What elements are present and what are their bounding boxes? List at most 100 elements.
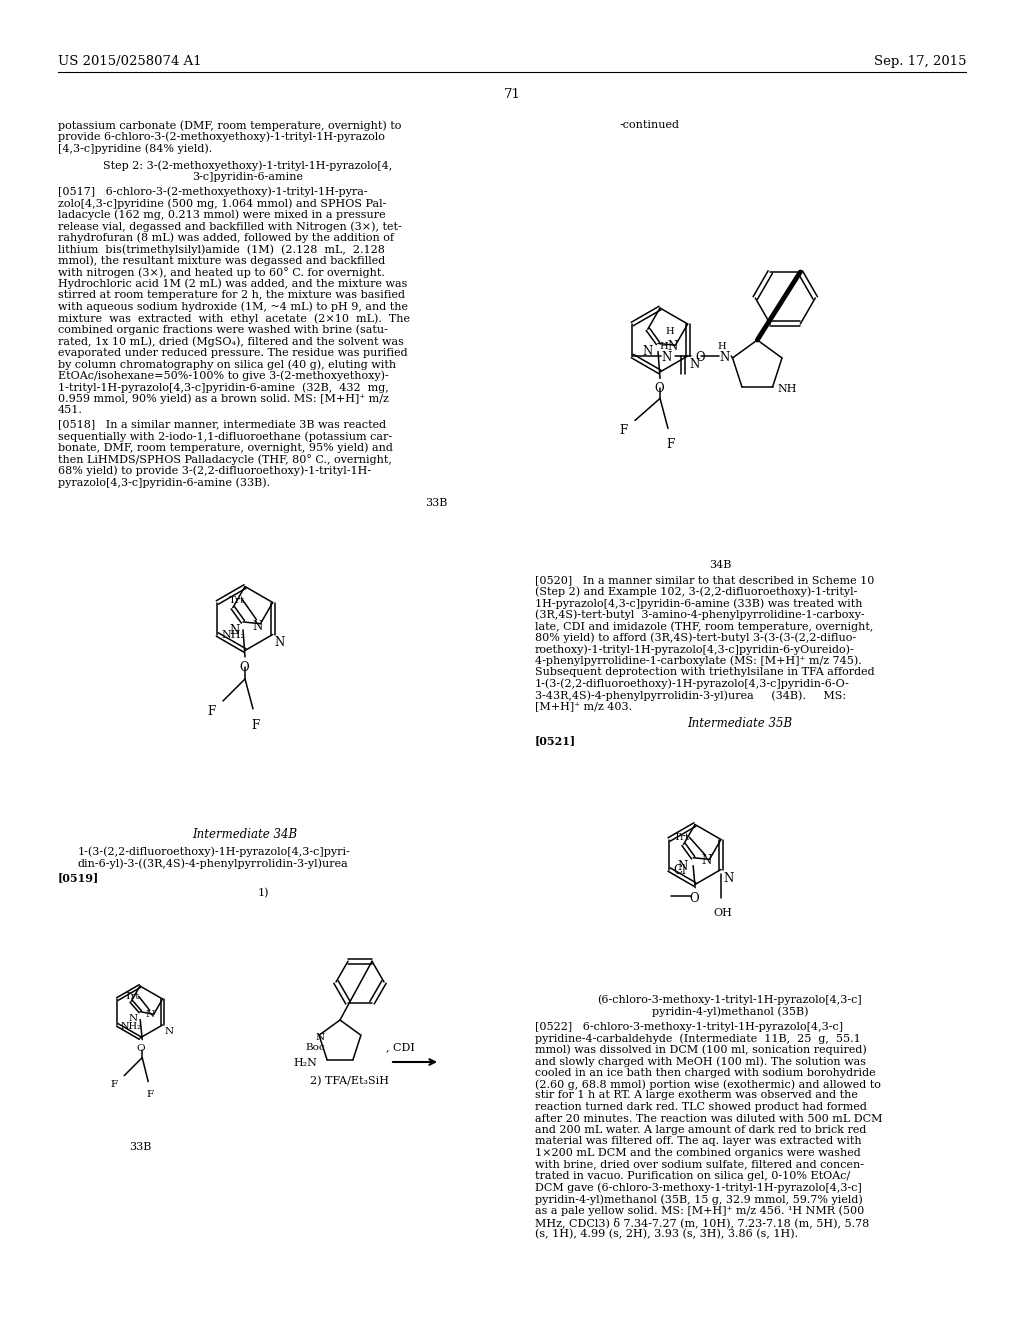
Text: Trt: Trt: [125, 993, 140, 1002]
Text: N: N: [128, 1014, 137, 1023]
Text: 1-(3-(2,2-difluoroethoxy)-1H-pyrazolo[4,3-c]pyri-: 1-(3-(2,2-difluoroethoxy)-1H-pyrazolo[4,…: [78, 846, 351, 857]
Text: F: F: [207, 705, 215, 718]
Text: stirred at room temperature for 2 h, the mixture was basified: stirred at room temperature for 2 h, the…: [58, 290, 406, 300]
Text: O: O: [239, 661, 249, 675]
Text: provide 6-chloro-3-(2-methoxyethoxy)-1-trityl-1H-pyrazolo: provide 6-chloro-3-(2-methoxyethoxy)-1-t…: [58, 132, 385, 143]
Text: with brine, dried over sodium sulfate, filtered and concen-: with brine, dried over sodium sulfate, f…: [535, 1159, 864, 1170]
Text: trated in vacuo. Purification on silica gel, 0-10% EtOAc/: trated in vacuo. Purification on silica …: [535, 1171, 850, 1181]
Text: -continued: -continued: [620, 120, 680, 129]
Text: (3R,4S)-tert-butyl  3-amino-4-phenylpyrrolidine-1-carboxy-: (3R,4S)-tert-butyl 3-amino-4-phenylpyrro…: [535, 610, 864, 620]
Text: N: N: [662, 351, 672, 364]
Text: by column chromatography on silica gel (40 g), eluting with: by column chromatography on silica gel (…: [58, 359, 396, 370]
Text: 0.959 mmol, 90% yield) as a brown solid. MS: [M+H]⁺ m/z: 0.959 mmol, 90% yield) as a brown solid.…: [58, 393, 389, 404]
Text: O: O: [654, 383, 664, 396]
Text: 3-43R,4S)-4-phenylpyrrolidin-3-yl)urea     (34B).     MS:: 3-43R,4S)-4-phenylpyrrolidin-3-yl)urea (…: [535, 690, 846, 701]
Text: EtOAc/isohexane=50%-100% to give 3-(2-methoxyethoxy)-: EtOAc/isohexane=50%-100% to give 3-(2-me…: [58, 371, 389, 381]
Text: MHz, CDCl3) δ 7.34-7.27 (m, 10H), 7.23-7.18 (m, 5H), 5.78: MHz, CDCl3) δ 7.34-7.27 (m, 10H), 7.23-7…: [535, 1217, 869, 1228]
Text: (2.60 g, 68.8 mmol) portion wise (exothermic) and allowed to: (2.60 g, 68.8 mmol) portion wise (exothe…: [535, 1078, 881, 1089]
Text: material was filtered off. The aq. layer was extracted with: material was filtered off. The aq. layer…: [535, 1137, 861, 1147]
Text: release vial, degassed and backfilled with Nitrogen (3×), tet-: release vial, degassed and backfilled wi…: [58, 220, 401, 231]
Text: potassium carbonate (DMF, room temperature, overnight) to: potassium carbonate (DMF, room temperatu…: [58, 120, 401, 131]
Text: 34B: 34B: [709, 560, 731, 570]
Text: with nitrogen (3×), and heated up to 60° C. for overnight.: with nitrogen (3×), and heated up to 60°…: [58, 267, 385, 279]
Text: pyridin-4-yl)methanol (35B, 15 g, 32.9 mmol, 59.7% yield): pyridin-4-yl)methanol (35B, 15 g, 32.9 m…: [535, 1195, 863, 1205]
Text: mixture  was  extracted  with  ethyl  acetate  (2×10  mL).  The: mixture was extracted with ethyl acetate…: [58, 313, 410, 323]
Text: DCM gave (6-chloro-3-methoxy-1-trityl-1H-pyrazolo[4,3-c]: DCM gave (6-chloro-3-methoxy-1-trityl-1H…: [535, 1183, 862, 1193]
Text: ladacycle (162 mg, 0.213 mmol) were mixed in a pressure: ladacycle (162 mg, 0.213 mmol) were mixe…: [58, 210, 386, 220]
Text: [0520]   In a manner similar to that described in Scheme 10: [0520] In a manner similar to that descr…: [535, 576, 874, 585]
Text: (6-chloro-3-methoxy-1-trityl-1H-pyrazolo[4,3-c]: (6-chloro-3-methoxy-1-trityl-1H-pyrazolo…: [598, 994, 862, 1005]
Text: as a pale yellow solid. MS: [M+H]⁺ m/z 456. ¹H NMR (500: as a pale yellow solid. MS: [M+H]⁺ m/z 4…: [535, 1205, 864, 1216]
Text: 33B: 33B: [425, 499, 447, 508]
Text: N: N: [723, 871, 733, 884]
Text: Trt: Trt: [228, 595, 245, 605]
Text: NH₂: NH₂: [221, 631, 245, 640]
Text: 80% yield) to afford (3R,4S)-tert-butyl 3-(3-(3-(2,2-difluo-: 80% yield) to afford (3R,4S)-tert-butyl …: [535, 632, 856, 643]
Text: mmol), the resultant mixture was degassed and backfilled: mmol), the resultant mixture was degasse…: [58, 256, 385, 267]
Text: after 20 minutes. The reaction was diluted with 500 mL DCM: after 20 minutes. The reaction was dilut…: [535, 1114, 883, 1123]
Text: 1): 1): [258, 888, 269, 899]
Text: NH₂: NH₂: [121, 1022, 141, 1031]
Text: and 200 mL water. A large amount of dark red to brick red: and 200 mL water. A large amount of dark…: [535, 1125, 866, 1135]
Text: 33B: 33B: [129, 1142, 152, 1152]
Text: (s, 1H), 4.99 (s, 2H), 3.93 (s, 3H), 3.86 (s, 1H).: (s, 1H), 4.99 (s, 2H), 3.93 (s, 3H), 3.8…: [535, 1229, 798, 1239]
Text: O: O: [695, 351, 705, 364]
Text: late, CDI and imidazole (THF, room temperature, overnight,: late, CDI and imidazole (THF, room tempe…: [535, 620, 873, 631]
Text: H: H: [666, 327, 674, 337]
Text: pyrazolo[4,3-c]pyridin-6-amine (33B).: pyrazolo[4,3-c]pyridin-6-amine (33B).: [58, 477, 270, 487]
Text: Sep. 17, 2015: Sep. 17, 2015: [873, 55, 966, 69]
Text: 68% yield) to provide 3-(2,2-difluoroethoxy)-1-trityl-1H-: 68% yield) to provide 3-(2,2-difluoroeth…: [58, 466, 371, 477]
Text: Intermediate 34B: Intermediate 34B: [193, 829, 298, 842]
Text: rahydrofuran (8 mL) was added, followed by the addition of: rahydrofuran (8 mL) was added, followed …: [58, 232, 394, 243]
Text: [M+H]⁺ m/z 403.: [M+H]⁺ m/z 403.: [535, 701, 632, 711]
Text: 1×200 mL DCM and the combined organics were washed: 1×200 mL DCM and the combined organics w…: [535, 1148, 861, 1158]
Text: roethoxy)-1-trityl-1H-pyrazolo[4,3-c]pyridin-6-yOureido)-: roethoxy)-1-trityl-1H-pyrazolo[4,3-c]pyr…: [535, 644, 855, 655]
Text: Cl: Cl: [673, 865, 686, 878]
Text: Step 2: 3-(2-methoxyethoxy)-1-trityl-1H-pyrazolo[4,: Step 2: 3-(2-methoxyethoxy)-1-trityl-1H-…: [103, 161, 392, 172]
Text: O: O: [136, 1044, 144, 1052]
Text: cooled in an ice bath then charged with sodium borohydride: cooled in an ice bath then charged with …: [535, 1068, 876, 1077]
Text: rated, 1x 10 mL), dried (MgSO₄), filtered and the solvent was: rated, 1x 10 mL), dried (MgSO₄), filtere…: [58, 337, 403, 347]
Text: N: N: [701, 854, 712, 867]
Text: N: N: [719, 351, 729, 364]
Text: N: N: [668, 341, 678, 354]
Text: evaporated under reduced pressure. The residue was purified: evaporated under reduced pressure. The r…: [58, 347, 408, 358]
Text: then LiHMDS/SPHOS Palladacycle (THF, 80° C., overnight,: then LiHMDS/SPHOS Palladacycle (THF, 80°…: [58, 454, 392, 465]
Text: Hydrochloric acid 1M (2 mL) was added, and the mixture was: Hydrochloric acid 1M (2 mL) was added, a…: [58, 279, 408, 289]
Text: O: O: [689, 892, 698, 904]
Text: stir for 1 h at RT. A large exotherm was observed and the: stir for 1 h at RT. A large exotherm was…: [535, 1090, 858, 1101]
Text: sequentially with 2-iodo-1,1-difluoroethane (potassium car-: sequentially with 2-iodo-1,1-difluoroeth…: [58, 432, 392, 442]
Text: 2) TFA/Et₃SiH: 2) TFA/Et₃SiH: [310, 1076, 389, 1086]
Text: N: N: [253, 619, 263, 632]
Text: din-6-yl)-3-((3R,4S)-4-phenylpyrrolidin-3-yl)urea: din-6-yl)-3-((3R,4S)-4-phenylpyrrolidin-…: [78, 858, 349, 869]
Text: bonate, DMF, room temperature, overnight, 95% yield) and: bonate, DMF, room temperature, overnight…: [58, 442, 393, 453]
Text: Subsequent deprotection with triethylsilane in TFA afforded: Subsequent deprotection with triethylsil…: [535, 667, 874, 677]
Text: OH: OH: [713, 908, 732, 917]
Text: N: N: [690, 358, 700, 371]
Text: Trt: Trt: [674, 833, 690, 842]
Text: (Step 2) and Example 102, 3-(2,2-difluoroethoxy)-1-trityl-: (Step 2) and Example 102, 3-(2,2-difluor…: [535, 586, 857, 597]
Text: pyridine-4-carbaldehyde  (Intermediate  11B,  25  g,  55.1: pyridine-4-carbaldehyde (Intermediate 11…: [535, 1034, 861, 1044]
Text: 3-c]pyridin-6-amine: 3-c]pyridin-6-amine: [193, 172, 303, 182]
Text: [0522]   6-chloro-3-methoxy-1-trityl-1H-pyrazolo[4,3-c]: [0522] 6-chloro-3-methoxy-1-trityl-1H-py…: [535, 1022, 843, 1031]
Text: 71: 71: [504, 88, 520, 102]
Text: N: N: [145, 1010, 155, 1019]
Text: with aqueous sodium hydroxide (1M, ~4 mL) to pH 9, and the: with aqueous sodium hydroxide (1M, ~4 mL…: [58, 301, 408, 312]
Text: Intermediate 35B: Intermediate 35B: [687, 717, 793, 730]
Text: F: F: [251, 719, 259, 731]
Text: N: N: [642, 346, 652, 359]
Text: reaction turned dark red. TLC showed product had formed: reaction turned dark red. TLC showed pro…: [535, 1102, 867, 1111]
Text: H₂N: H₂N: [293, 1057, 317, 1068]
Text: zolo[4,3-c]pyridine (500 mg, 1.064 mmol) and SPHOS Pal-: zolo[4,3-c]pyridine (500 mg, 1.064 mmol)…: [58, 198, 386, 209]
Text: F: F: [146, 1089, 154, 1098]
Text: N: N: [165, 1027, 174, 1036]
Text: [0517]   6-chloro-3-(2-methoxyethoxy)-1-trityl-1H-pyra-: [0517] 6-chloro-3-(2-methoxyethoxy)-1-tr…: [58, 186, 368, 197]
Text: US 2015/0258074 A1: US 2015/0258074 A1: [58, 55, 202, 69]
Text: 1-trityl-1H-pyrazolo[4,3-c]pyridin-6-amine  (32B,  432  mg,: 1-trityl-1H-pyrazolo[4,3-c]pyridin-6-ami…: [58, 381, 389, 392]
Text: lithium  bis(trimethylsilyl)amide  (1M)  (2.128  mL,  2.128: lithium bis(trimethylsilyl)amide (1M) (2…: [58, 244, 385, 255]
Text: H: H: [659, 342, 668, 351]
Text: N: N: [677, 859, 687, 873]
Text: H: H: [717, 342, 726, 351]
Text: mmol) was dissolved in DCM (100 ml, sonication required): mmol) was dissolved in DCM (100 ml, soni…: [535, 1044, 866, 1055]
Text: F: F: [111, 1080, 118, 1089]
